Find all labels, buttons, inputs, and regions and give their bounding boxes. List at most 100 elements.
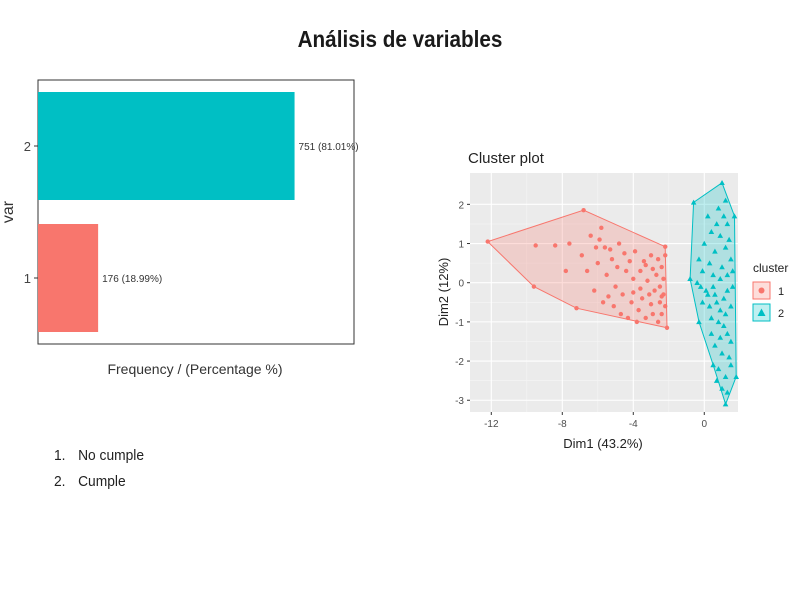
cluster-2-point (728, 338, 734, 344)
cluster-2-point (717, 307, 724, 313)
cluster-2-point (731, 213, 738, 219)
bar-data-label: 751 (81.01%) (299, 142, 359, 153)
category-notes: 1. No cumple 2. Cumple (54, 443, 144, 495)
bar-category-label: 1 (24, 271, 31, 286)
cluster-1-point (648, 302, 654, 307)
y-tick-label: -1 (455, 318, 464, 329)
cluster-1-point (627, 258, 632, 264)
y-tick-label: 2 (458, 200, 464, 211)
cluster-1-point (657, 300, 663, 305)
cluster-2-point (728, 256, 734, 262)
cluster-legend: cluster 1 2 (752, 261, 788, 322)
cluster-2-point (715, 205, 722, 211)
cluster-1-point (659, 264, 664, 270)
cluster-2-point (713, 221, 720, 227)
cluster-1-point (606, 294, 611, 299)
cluster-2-point (705, 213, 711, 219)
cluster-1-point (641, 258, 647, 264)
cluster-1-point (616, 241, 622, 246)
x-tick-label: -4 (629, 419, 638, 430)
bar-category-label: 2 (24, 139, 31, 154)
cluster-1-point (639, 296, 645, 301)
cluster-1-point (620, 292, 625, 297)
cluster-2-point (715, 319, 722, 325)
cluster-1-point (608, 247, 613, 252)
cluster-1-point (638, 268, 643, 274)
cluster-1-point (602, 245, 608, 250)
cluster-2-point (722, 373, 729, 379)
note-item: 1. No cumple (54, 443, 144, 469)
cluster-1-point (636, 307, 641, 313)
cluster-2-point (724, 330, 731, 336)
y-tick-label: 0 (458, 279, 464, 290)
cluster-1-point (579, 253, 585, 258)
cluster-2-point (697, 283, 704, 289)
cluster-1-point (609, 256, 615, 262)
cluster-2-point (729, 283, 736, 289)
bar-1 (38, 224, 99, 332)
cluster-2-point (721, 213, 727, 219)
cluster-1-point (613, 284, 618, 289)
cluster-2-point (722, 401, 729, 407)
cluster-1-point (661, 276, 666, 281)
cluster-1-point (634, 319, 640, 325)
cluster-1-point (655, 256, 661, 262)
y-tick-label: -3 (455, 396, 464, 407)
cluster-2-point (710, 283, 716, 289)
cluster-1-point (584, 268, 590, 274)
cluster-1-point (655, 319, 661, 325)
cluster-2-point (708, 315, 715, 321)
cluster-1-point (663, 253, 668, 258)
cluster-1-point (632, 249, 638, 254)
y-tick-label: -2 (455, 357, 464, 368)
cluster-2-point (724, 287, 731, 293)
cluster-1-point (595, 260, 600, 266)
cluster-2-point (721, 323, 727, 329)
cluster-2-point (696, 319, 702, 325)
cluster-1-point (567, 241, 572, 246)
cluster-1-point (638, 286, 643, 291)
cluster-2-point (722, 244, 729, 250)
cluster-2-point (713, 377, 720, 383)
cluster-2-point (712, 342, 718, 348)
bar-xlabel: Frequency / (Percentage %) (107, 361, 282, 377)
cluster-2-point (717, 275, 724, 282)
cluster-1-point (604, 272, 609, 278)
cluster-1-point (563, 268, 569, 274)
cluster-1-point (647, 292, 652, 297)
cluster-2-point (733, 373, 740, 379)
cluster-2-point (699, 299, 706, 305)
note-text: No cumple (78, 447, 145, 464)
cluster-2-point (719, 350, 725, 356)
cluster-2-point (726, 354, 732, 360)
cluster-2-point (710, 362, 716, 368)
x-tick-label: -8 (558, 419, 567, 430)
cluster-1-point (629, 300, 634, 305)
cluster-1-point (622, 251, 627, 256)
cluster-2-point (712, 291, 718, 297)
cluster-1-point (657, 284, 663, 289)
page-title: Análisis de variables (297, 26, 503, 52)
cluster-2-point (712, 248, 718, 254)
cluster-2-point (717, 232, 724, 238)
cluster-2-point (717, 334, 724, 340)
cluster-1-point (574, 305, 579, 311)
cluster-1-point (531, 284, 537, 289)
cluster-2-point (694, 279, 700, 285)
cluster-1-point (581, 208, 586, 213)
cluster-2-point (706, 303, 713, 309)
cluster-1-point (645, 278, 650, 283)
cluster-1-point (588, 233, 593, 238)
cluster-2-point (726, 236, 732, 242)
cluster-1-point (654, 272, 659, 278)
cluster-1-point (652, 288, 657, 293)
cluster-1-point (663, 304, 668, 309)
cluster-2-point (721, 295, 727, 301)
cluster-1-point (597, 237, 602, 242)
cluster-1-point (648, 253, 654, 258)
cluster-1-point (664, 325, 670, 330)
cluster-1-point (533, 243, 538, 248)
legend-title: cluster (753, 261, 788, 275)
cluster-2-point (719, 385, 725, 391)
